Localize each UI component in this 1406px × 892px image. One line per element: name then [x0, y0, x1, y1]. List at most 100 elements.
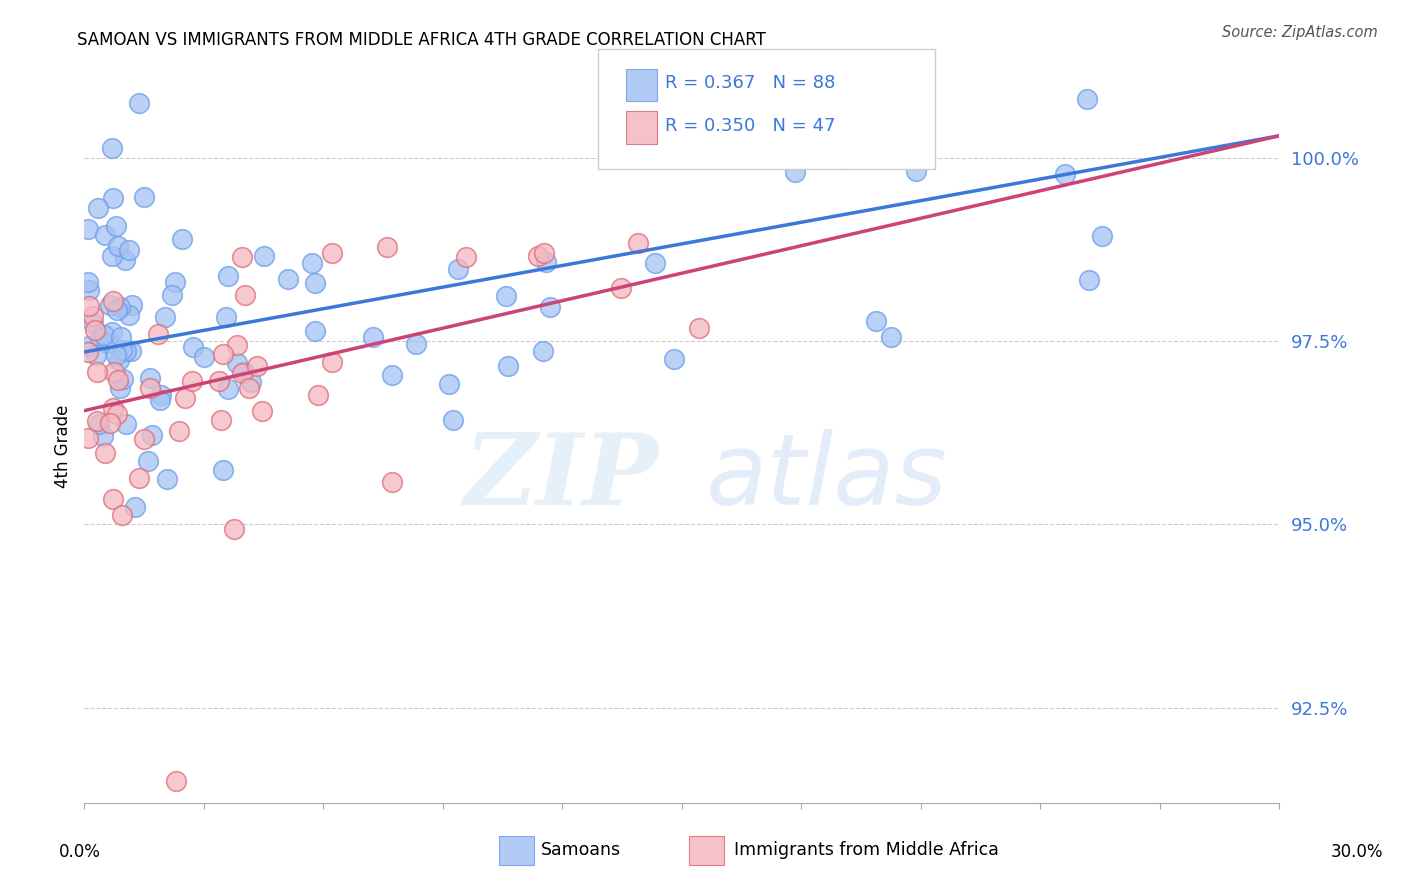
Point	[105, 303, 128, 318]
Point	[226, 338, 249, 352]
Text: 4th Grade: 4th Grade	[55, 404, 72, 488]
Point	[252, 249, 274, 263]
Point	[89, 330, 111, 344]
Point	[86, 365, 108, 379]
Point	[93, 328, 115, 343]
Point	[783, 165, 806, 179]
Point	[381, 368, 404, 383]
Point	[91, 429, 114, 443]
Point	[150, 388, 173, 402]
Point	[128, 96, 150, 111]
Point	[110, 300, 132, 314]
Point	[108, 352, 131, 367]
Point	[238, 381, 260, 395]
Point	[538, 300, 561, 314]
Point	[77, 283, 100, 297]
Point	[107, 239, 129, 253]
Point	[101, 491, 124, 506]
Point	[644, 256, 666, 270]
Text: Source: ZipAtlas.com: Source: ZipAtlas.com	[1222, 25, 1378, 40]
Point	[304, 276, 326, 290]
Point	[215, 310, 238, 324]
Point	[83, 322, 105, 336]
Point	[1053, 167, 1076, 181]
Point	[226, 355, 249, 369]
Point	[114, 417, 136, 432]
Point	[93, 446, 115, 460]
Point	[148, 327, 170, 342]
Point	[121, 298, 143, 312]
Point	[193, 350, 215, 364]
Point	[536, 255, 558, 269]
Point	[224, 522, 246, 536]
Point	[114, 252, 136, 267]
Point	[77, 338, 100, 352]
Point	[98, 417, 121, 431]
Point	[132, 432, 155, 446]
Point	[832, 152, 855, 166]
Point	[101, 141, 124, 155]
Text: Samoans: Samoans	[541, 841, 621, 859]
Point	[100, 298, 122, 312]
Point	[105, 407, 128, 421]
Point	[87, 201, 110, 215]
Point	[105, 219, 128, 234]
Point	[361, 330, 384, 344]
Point	[1078, 273, 1101, 287]
Point	[905, 164, 928, 178]
Point	[105, 348, 128, 362]
Point	[115, 343, 138, 358]
Point	[84, 348, 107, 362]
Point	[627, 235, 650, 250]
Point	[101, 401, 124, 415]
Point	[447, 262, 470, 277]
Point	[443, 412, 465, 426]
Point	[250, 404, 273, 418]
Point	[110, 381, 132, 395]
Point	[855, 115, 877, 129]
Text: atlas: atlas	[706, 428, 948, 525]
Point	[321, 246, 343, 260]
Point	[110, 330, 132, 344]
Point	[301, 256, 323, 270]
Point	[875, 107, 897, 121]
Point	[231, 250, 253, 264]
Point	[456, 250, 478, 264]
Point	[139, 370, 162, 384]
Point	[437, 377, 460, 392]
Point	[77, 299, 100, 313]
Text: SAMOAN VS IMMIGRANTS FROM MIDDLE AFRICA 4TH GRADE CORRELATION CHART: SAMOAN VS IMMIGRANTS FROM MIDDLE AFRICA …	[77, 31, 766, 49]
Point	[211, 347, 233, 361]
Point	[77, 275, 100, 289]
Text: 30.0%: 30.0%	[1330, 843, 1384, 861]
Text: 0.0%: 0.0%	[59, 843, 101, 861]
Point	[101, 191, 124, 205]
Point	[141, 428, 163, 442]
Point	[863, 92, 886, 106]
Point	[138, 454, 160, 468]
Point	[96, 336, 118, 351]
Point	[526, 249, 548, 263]
Point	[111, 343, 134, 358]
Point	[688, 320, 710, 334]
Point	[107, 373, 129, 387]
Point	[609, 281, 631, 295]
Point	[531, 344, 554, 359]
Point	[117, 308, 139, 322]
Point	[120, 344, 142, 359]
Point	[134, 190, 156, 204]
Point	[112, 371, 135, 385]
Point	[304, 324, 326, 338]
Point	[1091, 229, 1114, 244]
Point	[246, 359, 269, 373]
Text: ZIP: ZIP	[463, 429, 658, 525]
Point	[165, 773, 187, 788]
Point	[124, 500, 146, 514]
Point	[217, 383, 239, 397]
Point	[100, 325, 122, 339]
Point	[212, 463, 235, 477]
Point	[173, 391, 195, 405]
Point	[93, 227, 115, 242]
Point	[101, 294, 124, 309]
Text: R = 0.350   N = 47: R = 0.350 N = 47	[665, 117, 835, 135]
